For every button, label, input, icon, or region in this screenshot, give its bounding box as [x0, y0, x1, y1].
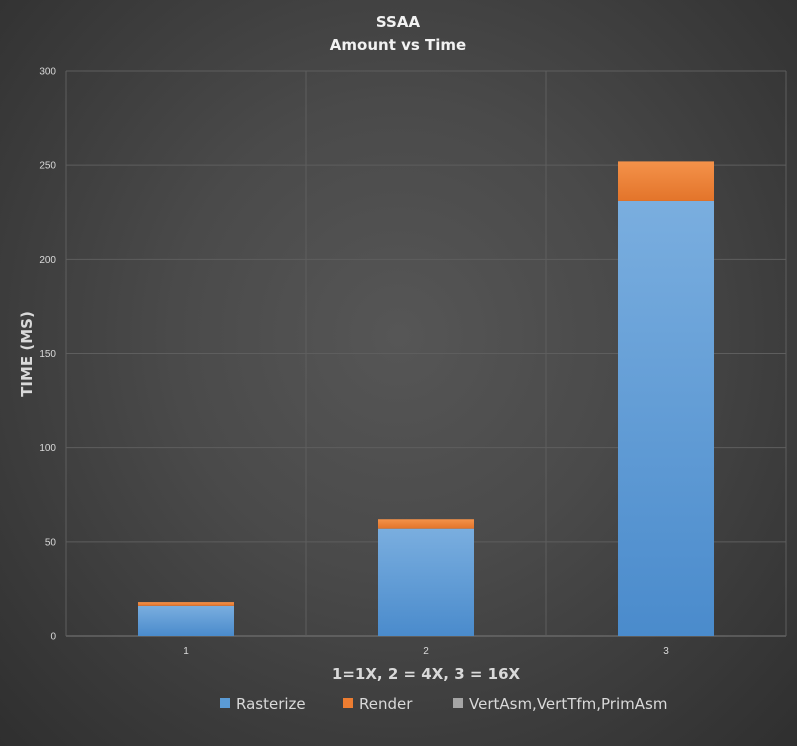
y-tick-label: 150 [39, 349, 56, 360]
y-tick-label: 250 [39, 161, 56, 172]
chart-subtitle: Amount vs Time [330, 36, 466, 54]
y-tick-label: 50 [45, 537, 57, 548]
bar-render-2 [378, 519, 474, 529]
x-tick-label: 2 [423, 646, 429, 657]
legend-swatch [453, 698, 463, 708]
bar-render-1 [138, 602, 234, 606]
bar-rasterize-1 [138, 605, 234, 636]
bar-rasterize-3 [618, 200, 714, 636]
bar-render-3 [618, 161, 714, 201]
bar-rasterize-2 [378, 528, 474, 636]
gridlines [65, 70, 787, 637]
legend-label: VertAsm,VertTfm,PrimAsm [469, 695, 667, 713]
y-tick-label: 100 [39, 443, 56, 454]
y-axis-title: TIME (MS) [18, 311, 36, 397]
legend-swatch [220, 698, 230, 708]
y-tick-label: 0 [50, 632, 56, 643]
x-tick-label: 3 [663, 646, 669, 657]
y-tick-label: 200 [39, 255, 56, 266]
y-axis-ticks: 0 50 100 150 200 250 300 [39, 67, 56, 643]
x-axis-title: 1=1X, 2 = 4X, 3 = 16X [332, 665, 521, 683]
chart-title: SSAA [376, 13, 421, 31]
legend-swatch [343, 698, 353, 708]
bars [138, 161, 714, 636]
legend-label: Render [359, 695, 413, 713]
legend-label: Rasterize [236, 695, 306, 713]
legend: Rasterize Render VertAsm,VertTfm,PrimAsm [220, 695, 667, 713]
y-tick-label: 300 [39, 67, 56, 78]
x-tick-label: 1 [183, 646, 189, 657]
x-axis-ticks: 1 2 3 [183, 646, 669, 657]
